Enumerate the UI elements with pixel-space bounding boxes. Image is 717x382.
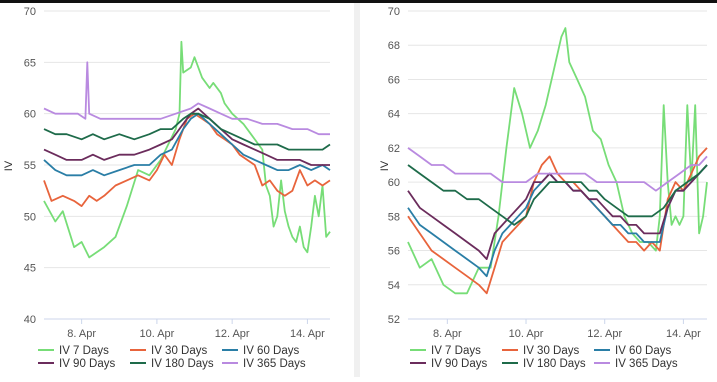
y-tick-label: 65 bbox=[24, 57, 36, 69]
y-axis-label: IV bbox=[3, 160, 15, 171]
legend-item[interactable]: IV 180 Days bbox=[502, 358, 586, 370]
y-tick-label: 52 bbox=[388, 314, 400, 326]
x-tick-label: 10. Apr bbox=[509, 328, 544, 340]
series-line-iv-7-days[interactable] bbox=[407, 27, 708, 295]
x-tick-label: 12. Apr bbox=[215, 328, 250, 340]
y-tick-label: 70 bbox=[24, 6, 36, 18]
legend-label: IV 30 Days bbox=[523, 345, 579, 357]
legend-label: IV 60 Days bbox=[243, 345, 299, 357]
y-axis-label: IV bbox=[379, 160, 391, 171]
x-tick-label: 8. Apr bbox=[433, 328, 462, 340]
series-line-iv-180-days[interactable] bbox=[43, 112, 331, 151]
legend-item[interactable]: IV 90 Days bbox=[38, 358, 115, 370]
legend-item[interactable]: IV 30 Days bbox=[130, 345, 207, 357]
x-tick-label: 14. Apr bbox=[290, 328, 325, 340]
y-tick-label: 70 bbox=[388, 6, 400, 18]
series-line-iv-90-days[interactable] bbox=[43, 107, 330, 166]
x-tick-label: 10. Apr bbox=[139, 328, 174, 340]
legend-label: IV 7 Days bbox=[431, 345, 481, 357]
series-line-iv-180-days[interactable] bbox=[407, 164, 708, 226]
y-tick-label: 54 bbox=[388, 280, 400, 292]
y-tick-label: 60 bbox=[388, 177, 400, 189]
legend-label: IV 60 Days bbox=[615, 345, 671, 357]
legend-label: IV 180 Days bbox=[151, 358, 214, 370]
series-line-iv-365-days[interactable] bbox=[407, 147, 708, 192]
x-tick-label: 12. Apr bbox=[587, 328, 622, 340]
legend-item[interactable]: IV 7 Days bbox=[410, 345, 481, 357]
x-tick-label: 14. Apr bbox=[666, 328, 701, 340]
chart-panel-left: 40 45 50 55 60 65 70 IV 8. Apr 10. Apr 12. Apr 14. … bbox=[0, 3, 354, 377]
y-tick-label: 62 bbox=[388, 143, 400, 155]
iv-chart-left: 40 45 50 55 60 65 70 IV 8. Apr 10. Apr 12. Apr 14. … bbox=[3, 6, 331, 370]
y-tick-label: 58 bbox=[388, 211, 400, 223]
series-line-iv-60-days[interactable] bbox=[43, 112, 331, 177]
series-line-iv-30-days[interactable] bbox=[43, 112, 331, 207]
legend-item[interactable]: IV 60 Days bbox=[222, 345, 299, 357]
legend-item[interactable]: IV 365 Days bbox=[594, 358, 678, 370]
series-line-iv-90-days[interactable] bbox=[407, 164, 708, 260]
top-border bbox=[0, 0, 717, 3]
legend-item[interactable]: IV 180 Days bbox=[130, 358, 214, 370]
y-tick-label: 55 bbox=[24, 160, 36, 172]
y-tick-label: 66 bbox=[388, 74, 400, 86]
legend-item[interactable]: IV 365 Days bbox=[222, 358, 306, 370]
iv-chart-right: 52 54 56 58 60 62 64 66 68 70 IV 8. Apr 10. Apr 12. A… bbox=[379, 6, 708, 370]
legend-label: IV 180 Days bbox=[523, 358, 586, 370]
y-tick-label: 45 bbox=[24, 263, 36, 275]
x-tick-label: 8. Apr bbox=[67, 328, 96, 340]
legend-item[interactable]: IV 90 Days bbox=[410, 358, 487, 370]
legend-label: IV 365 Days bbox=[615, 358, 678, 370]
legend-label: IV 90 Days bbox=[431, 358, 487, 370]
legend-label: IV 30 Days bbox=[151, 345, 207, 357]
panel-divider bbox=[354, 3, 360, 377]
series-line-iv-7-days[interactable] bbox=[43, 40, 331, 259]
y-tick-label: 60 bbox=[24, 109, 36, 121]
y-tick-label: 68 bbox=[388, 40, 400, 52]
legend-item[interactable]: IV 30 Days bbox=[502, 345, 579, 357]
chart-panel-right: 52 54 56 58 60 62 64 66 68 70 IV 8. Apr 10. Apr 12. A… bbox=[360, 3, 717, 377]
y-tick-label: 56 bbox=[388, 246, 400, 258]
series-line-iv-365-days[interactable] bbox=[43, 61, 330, 136]
y-tick-label: 40 bbox=[24, 314, 36, 326]
legend-item[interactable]: IV 7 Days bbox=[38, 345, 109, 357]
legend-label: IV 7 Days bbox=[59, 345, 109, 357]
y-tick-label: 50 bbox=[24, 211, 36, 223]
legend-label: IV 365 Days bbox=[243, 358, 306, 370]
legend-item[interactable]: IV 60 Days bbox=[594, 345, 671, 357]
legend-label: IV 90 Days bbox=[59, 358, 115, 370]
y-tick-label: 64 bbox=[388, 109, 400, 121]
